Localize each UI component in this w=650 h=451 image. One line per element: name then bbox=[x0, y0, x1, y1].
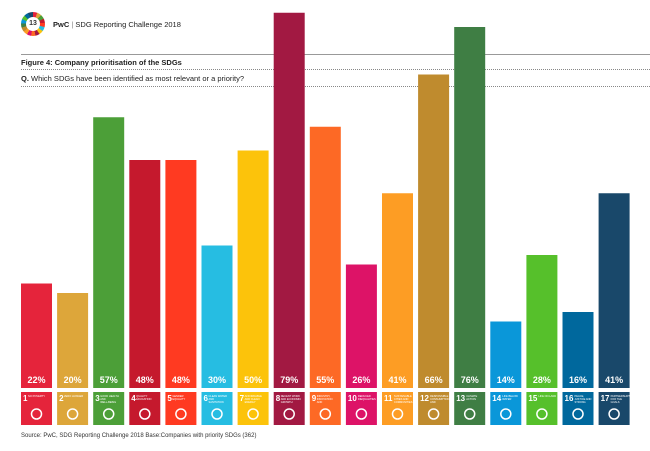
value-label: 20% bbox=[64, 375, 82, 385]
sdg-tile-number: 15 bbox=[528, 394, 537, 403]
sdg-goal-icon bbox=[500, 408, 512, 420]
sdg-tile-number: 2 bbox=[59, 394, 64, 403]
value-label: 55% bbox=[316, 375, 334, 385]
value-label: 22% bbox=[27, 375, 45, 385]
sdg-tile-number: 11 bbox=[384, 394, 393, 403]
sdg-tile-number: 14 bbox=[492, 394, 501, 403]
bar-sdg-9 bbox=[309, 126, 341, 388]
sdg-tile-label: ZERO HUNGER bbox=[64, 394, 83, 398]
divider bbox=[21, 69, 650, 70]
bar-sdg-13 bbox=[454, 27, 486, 388]
report-header: PwC | SDG Reporting Challenge 2018 bbox=[53, 20, 181, 29]
sdg-tile-label: PARTNERSHIPS FOR THE GOALS bbox=[611, 394, 631, 404]
sdg-goal-icon bbox=[463, 408, 476, 420]
sdg-tile-number: 8 bbox=[276, 394, 281, 403]
bar-sdg-2 bbox=[57, 293, 89, 388]
report-title: SDG Reporting Challenge 2018 bbox=[75, 20, 181, 29]
sdg-goal-icon bbox=[536, 408, 548, 420]
sdg-tile-number: 5 bbox=[167, 394, 172, 403]
sdg-tile-label: CLIMATE ACTION bbox=[466, 394, 477, 401]
bar-sdg-8 bbox=[273, 12, 305, 388]
sdg-tile-label: LIFE ON LAND bbox=[538, 394, 556, 398]
value-label: 41% bbox=[388, 375, 406, 385]
sdg-tile-label: LIFE BELOW WATER bbox=[502, 394, 518, 401]
sdg-goal-icon bbox=[427, 408, 440, 420]
bar-sdg-12 bbox=[418, 74, 450, 388]
sdg-goal-icon bbox=[139, 408, 151, 420]
sdg-goal-icon bbox=[391, 408, 404, 420]
value-label: 30% bbox=[208, 375, 226, 385]
sdg-tile-number: 3 bbox=[95, 394, 100, 403]
bar-sdg-7 bbox=[237, 150, 269, 388]
bar-sdg-16 bbox=[562, 312, 594, 388]
sdg-tile-label: RESPONSIBLE CONSUMPTION AND bbox=[430, 394, 450, 404]
value-label: 16% bbox=[569, 375, 587, 385]
value-label: 57% bbox=[100, 375, 118, 385]
value-label: 48% bbox=[136, 375, 154, 385]
sdg-tile-label: GENDER EQUALITY bbox=[172, 394, 185, 401]
bar-sdg-1 bbox=[21, 283, 52, 388]
value-label: 14% bbox=[497, 375, 515, 385]
question-prefix: Q. bbox=[21, 74, 29, 83]
value-label: 28% bbox=[533, 375, 551, 385]
bar-sdg-5 bbox=[165, 160, 197, 388]
sdg-tile-label: GOOD HEALTH AND WELL-BEING bbox=[100, 394, 119, 404]
value-label: 48% bbox=[172, 375, 190, 385]
sdg-tile-number: 13 bbox=[456, 394, 465, 403]
sdg-tile-number: 9 bbox=[312, 394, 317, 403]
sdg-tile-label: INDUSTRY, INNOVATION AND bbox=[317, 394, 333, 404]
question-text: Q. Which SDGs have been identified as mo… bbox=[21, 74, 244, 83]
sdg-tile-number: 6 bbox=[204, 394, 209, 403]
divider bbox=[21, 54, 650, 55]
sdg-goal-icon bbox=[30, 408, 43, 420]
sdg-goal-icon bbox=[247, 408, 259, 420]
sdg-tile-number: 7 bbox=[240, 394, 245, 403]
value-label: 41% bbox=[605, 375, 623, 385]
bar-sdg-4 bbox=[129, 160, 161, 388]
sdg-tile-number: 1 bbox=[23, 394, 28, 403]
divider bbox=[21, 86, 650, 87]
question: Which SDGs have been identified as most … bbox=[31, 74, 245, 83]
logo-number: 13 bbox=[26, 17, 40, 31]
bar-sdg-15 bbox=[526, 255, 558, 388]
sdg-tile-label: REDUCED INEQUALITIES bbox=[358, 394, 376, 401]
brand-name: PwC bbox=[53, 20, 70, 29]
sdg-tile-label: NO POVERTY bbox=[28, 394, 45, 398]
sdg-goal-icon bbox=[572, 408, 584, 420]
value-label: 50% bbox=[244, 375, 262, 385]
value-label: 79% bbox=[280, 375, 298, 385]
sdg-wheel-logo: 13 bbox=[21, 12, 45, 36]
sdg-tile-label: PEACE, JUSTICE AND STRONG bbox=[575, 394, 592, 404]
sdg-goal-icon bbox=[319, 408, 332, 420]
source-note: Source: PwC, SDG Reporting Challenge 201… bbox=[21, 433, 257, 439]
bar-sdg-6 bbox=[201, 245, 233, 388]
sdg-tile-label: AFFORDABLE AND CLEAN ENERGY bbox=[245, 394, 263, 404]
sdg-goal-icon bbox=[102, 408, 115, 420]
sdg-tile-number: 16 bbox=[565, 394, 574, 403]
figure-title: Figure 4: Company prioritisation of the … bbox=[21, 58, 182, 67]
sdg-tile-label: CLEAN WATER AND SANITATION bbox=[209, 394, 228, 404]
bar-sdg-10 bbox=[345, 264, 377, 388]
sdg-goal-icon bbox=[355, 408, 368, 420]
value-label: 26% bbox=[352, 375, 370, 385]
sdg-goal-icon bbox=[283, 408, 295, 420]
sdg-goal-icon bbox=[66, 408, 79, 420]
sdg-tile-label: QUALITY EDUCATION bbox=[136, 394, 151, 401]
bar-sdg-17 bbox=[598, 193, 630, 388]
value-label: 76% bbox=[461, 375, 479, 385]
sdg-tile-number: 10 bbox=[348, 394, 357, 403]
sdg-goal-icon bbox=[175, 408, 187, 420]
sdg-tile-label: DECENT WORK AND ECONOMIC GROWTH bbox=[281, 394, 302, 404]
sdg-tile-label: SUSTAINABLE CITIES AND COMMUNITIES bbox=[394, 394, 413, 404]
bar-sdg-14 bbox=[490, 321, 522, 388]
sdg-tile-number: 4 bbox=[131, 394, 136, 403]
sdg-tile-number: 12 bbox=[420, 394, 429, 403]
bar-sdg-11 bbox=[382, 193, 413, 388]
sdg-tile-number: 17 bbox=[601, 394, 610, 403]
value-label: 66% bbox=[425, 375, 443, 385]
sdg-goal-icon bbox=[211, 408, 223, 420]
bar-sdg-3 bbox=[93, 117, 125, 388]
sdg-goal-icon bbox=[608, 408, 620, 420]
